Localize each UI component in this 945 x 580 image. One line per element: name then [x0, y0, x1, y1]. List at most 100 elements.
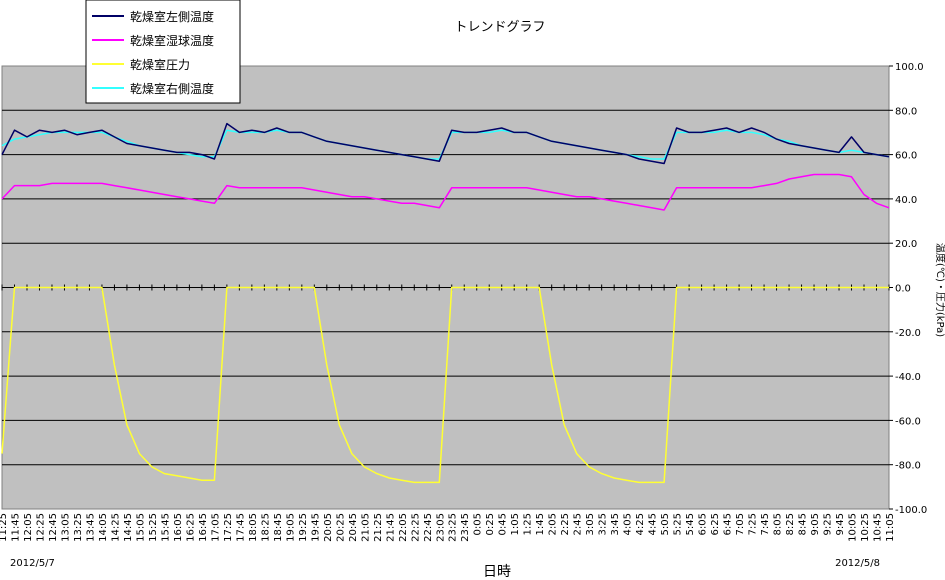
x-tick-label: 10:05: [848, 513, 859, 542]
date-right: 2012/5/8: [835, 558, 880, 569]
x-tick-label: 5:25: [673, 513, 684, 535]
x-tick-label: 23:45: [460, 513, 471, 542]
x-tick-label: 10:45: [873, 513, 884, 542]
x-tick-label: 14:25: [110, 513, 121, 542]
x-tick-label: 3:45: [610, 513, 621, 535]
x-tick-label: 0:25: [485, 513, 496, 535]
x-tick-label: 21:05: [360, 513, 371, 542]
x-tick-label: 8:05: [773, 513, 784, 535]
x-axis-ticks: 11:25 11:45 12:05 12:25 12:45 13:05 13:25 13:45…: [0, 284, 896, 542]
x-tick-label: 15:25: [148, 513, 159, 542]
y-tick-label: -60.0: [895, 416, 921, 427]
legend-entry: 乾燥室右側温度: [130, 81, 214, 96]
x-tick-label: 13:45: [85, 513, 96, 542]
x-tick-label: 20:45: [348, 513, 359, 542]
x-tick-label: 19:25: [298, 513, 309, 542]
date-left: 2012/5/7: [10, 558, 55, 569]
x-tick-label: 21:45: [385, 513, 396, 542]
x-tick-label: 1:45: [535, 513, 546, 535]
x-tick-label: 14:05: [98, 513, 109, 542]
y-tick-label: -80.0: [895, 461, 921, 472]
y-axis-label: 温度(℃)・圧力(kPa): [934, 243, 945, 337]
series-line-2: [1, 286, 889, 484]
y-tick-label: 20.0: [895, 239, 917, 250]
x-tick-label: 18:45: [273, 513, 284, 542]
x-tick-label: 11:45: [10, 513, 21, 542]
x-tick-label: 2:45: [573, 513, 584, 535]
x-tick-label: 13:25: [73, 513, 84, 542]
x-tick-label: 5:05: [660, 513, 671, 535]
x-tick-label: 4:45: [648, 513, 659, 535]
y-axis-ticks: 100.0 80.0 60.0 40.0 20.0 0.0 -20.0 -40.0 -60.0 -…: [889, 62, 927, 516]
y-tick-label: -100.0: [895, 505, 927, 516]
x-tick-label: 20:25: [335, 513, 346, 542]
x-tick-label: 18:25: [260, 513, 271, 542]
x-tick-label: 17:05: [210, 513, 221, 542]
x-tick-label: 23:25: [448, 513, 459, 542]
x-tick-label: 17:25: [223, 513, 234, 542]
legend-box: [85, 0, 241, 104]
x-tick-label: 6:25: [710, 513, 721, 535]
y-tick-label: 100.0: [895, 62, 924, 73]
x-tick-label: 18:05: [248, 513, 259, 542]
legend-entry: 乾燥室圧力: [130, 57, 190, 72]
x-tick-label: 7:45: [760, 513, 771, 535]
legend-entry: 乾燥室湿球温度: [130, 33, 214, 48]
x-tick-label: 9:25: [823, 513, 834, 535]
x-tick-label: 14:45: [123, 513, 134, 542]
x-tick-label: 15:45: [160, 513, 171, 542]
x-tick-label: 7:05: [735, 513, 746, 535]
x-tick-label: 22:05: [398, 513, 409, 542]
x-tick-label: 20:05: [323, 513, 334, 542]
x-tick-label: 12:25: [35, 513, 46, 542]
x-tick-label: 12:45: [48, 513, 59, 542]
x-tick-label: 0:45: [498, 513, 509, 535]
x-tick-label: 15:05: [135, 513, 146, 542]
x-tick-label: 2:25: [560, 513, 571, 535]
y-tick-label: -40.0: [895, 372, 921, 383]
x-tick-label: 16:45: [198, 513, 209, 542]
x-tick-label: 17:45: [235, 513, 246, 542]
x-tick-label: 16:05: [173, 513, 184, 542]
x-tick-label: 5:45: [685, 513, 696, 535]
x-axis-label: 日時: [483, 564, 511, 580]
y-tick-label: 60.0: [895, 151, 917, 162]
x-tick-label: 9:05: [810, 513, 821, 535]
y-tick-label: -20.0: [895, 328, 921, 339]
x-tick-label: 10:25: [860, 513, 871, 542]
x-tick-label: 1:05: [510, 513, 521, 535]
x-tick-label: 7:25: [748, 513, 759, 535]
x-tick-label: 6:45: [723, 513, 734, 535]
x-tick-label: 2:05: [548, 513, 559, 535]
x-tick-label: 11:05: [885, 513, 896, 542]
series-line-1: [1, 173, 890, 211]
x-tick-label: 13:05: [60, 513, 71, 542]
x-tick-label: 9:45: [835, 513, 846, 535]
x-tick-label: 22:25: [410, 513, 421, 542]
y-tick-label: 0.0: [895, 284, 911, 295]
y-tick-label: 80.0: [895, 106, 917, 117]
x-tick-label: 16:25: [185, 513, 196, 542]
chart-title: トレンドグラフ: [454, 20, 545, 35]
x-tick-label: 0:05: [473, 513, 484, 535]
x-tick-label: 22:45: [423, 513, 434, 542]
x-tick-label: 19:05: [285, 513, 296, 542]
x-tick-label: 4:05: [623, 513, 634, 535]
x-tick-label: 8:45: [798, 513, 809, 535]
x-tick-label: 3:25: [598, 513, 609, 535]
x-tick-label: 11:25: [0, 513, 9, 542]
x-tick-label: 4:25: [635, 513, 646, 535]
legend-entry: 乾燥室左側温度: [130, 9, 214, 24]
x-tick-label: 23:05: [435, 513, 446, 542]
series-layer: [1, 122, 890, 484]
y-tick-label: 40.0: [895, 195, 917, 206]
series-line-0: [1, 122, 890, 165]
x-tick-label: 21:25: [373, 513, 384, 542]
x-tick-label: 19:45: [310, 513, 321, 542]
x-tick-label: 12:05: [23, 513, 34, 542]
x-tick-label: 6:05: [698, 513, 709, 535]
x-tick-label: 1:25: [523, 513, 534, 535]
x-tick-label: 3:05: [585, 513, 596, 535]
